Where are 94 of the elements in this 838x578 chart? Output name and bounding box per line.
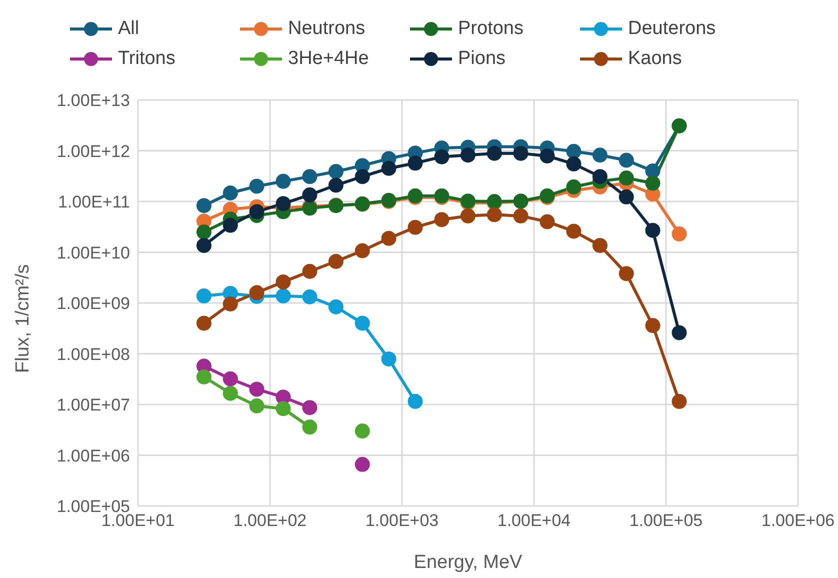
point (302, 400, 318, 416)
y-axis-title: Flux, 1/cm²/s (12, 264, 34, 373)
point (249, 178, 264, 194)
point (618, 170, 634, 186)
point (486, 207, 502, 222)
point (566, 156, 582, 172)
legend-label: Tritons (118, 48, 176, 70)
point (618, 189, 634, 204)
y-tick-label: 1.00E+07 (56, 396, 130, 415)
point (276, 288, 291, 304)
point (354, 424, 370, 439)
point (249, 398, 264, 414)
point (672, 325, 687, 340)
point (592, 238, 608, 253)
point (672, 226, 687, 242)
legend-label: Deuterons (628, 18, 716, 40)
legend-label: All (118, 18, 140, 40)
point (408, 220, 423, 235)
point (566, 179, 582, 194)
y-tick-label: 1.00E+10 (56, 243, 130, 262)
y-tick-label: 1.00E+12 (56, 142, 130, 161)
y-tick-label: 1.00E+11 (58, 192, 130, 212)
point (486, 146, 502, 161)
point (222, 386, 238, 401)
point (222, 371, 238, 386)
point (513, 146, 528, 161)
y-tick-label: 1.00E+13 (56, 91, 130, 110)
point (249, 204, 264, 220)
point (328, 254, 344, 269)
point (354, 243, 370, 258)
point (222, 186, 238, 201)
point (381, 160, 396, 176)
point (592, 169, 608, 184)
point (645, 163, 660, 178)
point (566, 144, 582, 159)
point (408, 156, 423, 171)
point (540, 214, 555, 230)
point (460, 208, 476, 224)
y-tick-label: 1.00E+06 (56, 446, 130, 466)
point (354, 316, 370, 331)
point (645, 318, 660, 334)
x-tick-label: 1.00E+03 (365, 511, 439, 530)
point (434, 212, 450, 228)
x-axis-title: Energy, MeV (414, 552, 523, 573)
point (302, 264, 318, 279)
point (592, 148, 608, 163)
point (618, 266, 634, 282)
x-tick-label: 1.00E+01 (101, 511, 175, 530)
point (328, 164, 344, 180)
point (645, 222, 660, 238)
point (196, 224, 212, 240)
point (276, 196, 291, 212)
point (222, 296, 238, 312)
legend-label: Neutrons (288, 18, 366, 40)
point (328, 299, 344, 314)
point (276, 401, 291, 416)
point (645, 176, 660, 191)
y-tick-label: 1.00E+09 (56, 294, 130, 314)
point (540, 148, 555, 164)
point (460, 148, 476, 163)
y-tick-label: 1.00E+08 (56, 344, 130, 364)
point (249, 382, 264, 397)
point (513, 208, 528, 224)
point (408, 394, 423, 409)
point (249, 285, 264, 300)
x-tick-label: 1.00E+06 (761, 511, 835, 530)
point (302, 289, 318, 304)
point (381, 351, 396, 366)
point (302, 169, 318, 184)
x-tick-label: 1.00E+04 (497, 511, 571, 530)
point (302, 420, 318, 435)
point (196, 316, 212, 331)
point (672, 394, 687, 409)
point (196, 288, 212, 304)
point (196, 369, 212, 384)
point (566, 224, 582, 239)
point (276, 174, 291, 189)
point (302, 187, 318, 202)
legend-label: Pions (458, 48, 506, 70)
point (328, 178, 344, 193)
point (196, 198, 212, 214)
legend-label: Protons (458, 18, 524, 40)
x-tick-label: 1.00E+05 (629, 511, 703, 530)
point (434, 149, 450, 164)
legend-label: 3He+4He (288, 48, 369, 70)
point (276, 274, 291, 290)
point (222, 218, 238, 233)
point (618, 152, 634, 168)
x-tick-label: 1.00E+02 (233, 511, 307, 530)
point (196, 238, 212, 253)
point (354, 456, 370, 472)
point (354, 169, 370, 184)
point (381, 230, 396, 246)
legend-label: Kaons (628, 48, 682, 70)
